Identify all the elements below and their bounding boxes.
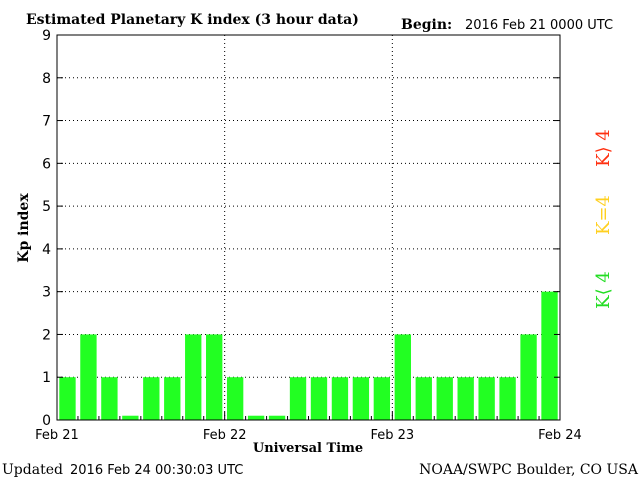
y-tick-label: 0 [42,413,51,429]
x-tick-label: Feb 23 [370,428,414,443]
plot-area: 0 1 2 3 4 5 6 7 8 9 Feb 21 Feb 22 Feb 23 Feb 24 [35,28,582,443]
y-tick-label: 5 [42,199,51,215]
x-tick-label: Feb 21 [35,428,79,443]
kp-bar [478,377,495,420]
y-tick-label: 1 [42,370,51,386]
y-tick-label: 4 [42,242,51,258]
kp-bar [373,377,391,420]
y-tick-label: 6 [42,156,51,172]
kp-bar [415,377,432,420]
kp-bar [101,377,118,420]
y-tick-label: 7 [42,114,51,130]
kp-bar [80,334,97,420]
kp-bar [164,377,181,420]
kp-bar [206,334,223,420]
y-axis-label: Kp index [16,193,32,263]
kp-bar [289,377,307,420]
begin-value: 2016 Feb 21 0000 UTC [465,18,613,33]
x-tick-label: Feb 24 [538,428,582,443]
kp-bar [331,377,349,420]
kp-bar [185,334,202,420]
legend-k-greater-4: K⟩ 4 [593,129,614,167]
kp-bar [268,415,286,420]
updated-value: 2016 Feb 24 00:30:03 UTC [70,463,243,478]
y-tick-label: 3 [42,285,51,301]
kp-bar [352,377,370,420]
source-credit: NOAA/SWPC Boulder, CO USA [419,462,639,478]
kp-bar [520,334,537,420]
plot-background [57,35,560,420]
kp-bar [143,377,160,420]
kp-bar [457,377,474,420]
y-tick-label: 8 [42,71,51,87]
kp-bar [394,334,411,420]
y-tick-label: 2 [42,327,51,343]
x-tick-label: Feb 22 [203,428,247,443]
legend-k-equal-4: K=4 [593,195,614,235]
x-axis-label: Universal Time [253,441,363,456]
y-tick-label: 9 [42,28,51,44]
kp-bar [247,415,265,420]
begin-label: Begin: [401,17,452,33]
kp-bar [59,377,76,420]
chart-title: Estimated Planetary K index (3 hour data… [26,12,359,28]
updated-label: Updated [2,462,63,478]
legend-k-less-4: K⟨ 4 [593,271,614,309]
kp-bar [436,377,453,420]
kp-bar [499,377,516,420]
kp-bar [226,377,244,420]
kp-bar [310,377,328,420]
kp-bar [122,415,139,420]
kp-bar [541,291,558,420]
